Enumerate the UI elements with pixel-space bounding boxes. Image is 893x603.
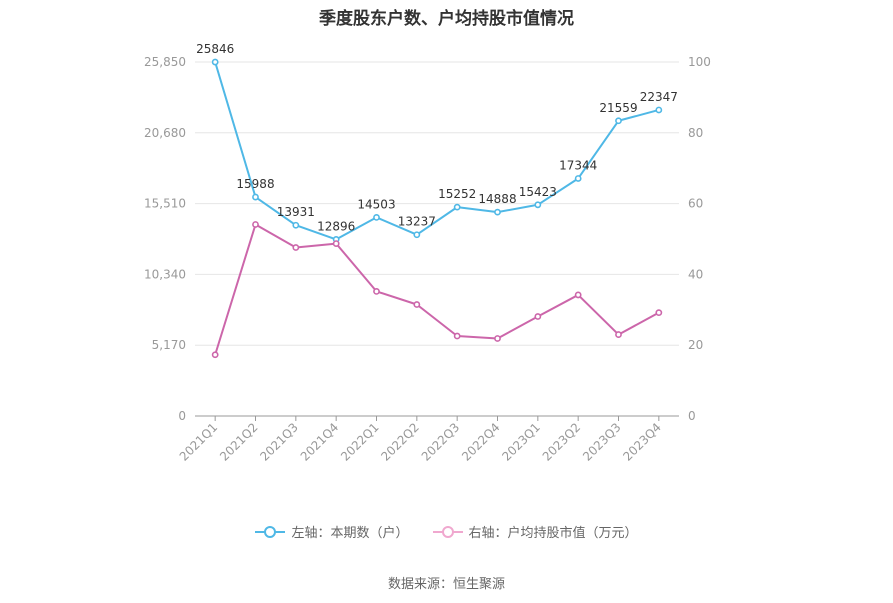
left-tick-label: 10,340 [144, 267, 186, 281]
data-point [574, 175, 582, 182]
data-label: 12896 [317, 219, 355, 233]
data-point [292, 244, 300, 251]
data-point [332, 240, 340, 248]
data-label: 13931 [277, 205, 315, 219]
data-point [373, 287, 380, 295]
series-lines [211, 58, 663, 359]
right-tick-label: 20 [688, 338, 703, 352]
legend: 左轴：本期数（户） 右轴：户均持股市值（万元） [0, 522, 893, 541]
legend-marker-households [255, 525, 286, 539]
series-line-1 [214, 223, 660, 356]
right-tick-label: 0 [688, 409, 696, 423]
data-point [292, 221, 300, 229]
data-point [211, 58, 219, 66]
right-tick-label: 60 [688, 197, 703, 211]
x-tick-label: 2021Q1 [177, 420, 221, 464]
x-tick-label: 2022Q3 [419, 420, 463, 464]
data-label: 15252 [438, 187, 476, 201]
x-tick-label: 2023Q1 [499, 420, 543, 464]
legend-marker-avg-value [432, 525, 463, 539]
x-tick-label: 2022Q1 [338, 420, 382, 464]
data-label: 13237 [398, 215, 436, 229]
data-label: 15423 [519, 185, 557, 199]
x-tick-label: 2021Q2 [217, 420, 261, 464]
data-point [534, 313, 542, 320]
legend-label-avg-value: 右轴：户均持股市值（万元） [468, 526, 638, 541]
left-tick-label: 0 [178, 409, 186, 423]
x-tick-label: 2023Q2 [540, 420, 584, 464]
data-point [494, 335, 501, 342]
right-tick-label: 80 [688, 126, 703, 140]
data-label: 22347 [640, 90, 678, 104]
data-point [252, 193, 259, 201]
data-point [615, 331, 622, 338]
x-tick-label: 2021Q3 [257, 420, 301, 464]
legend-label-households: 左轴：本期数（户） [291, 526, 409, 541]
left-tick-label: 15,510 [144, 197, 186, 211]
data-point [453, 332, 461, 340]
series-line-0 [214, 61, 660, 241]
data-point [252, 221, 259, 228]
data-point [615, 117, 622, 125]
data-point [211, 351, 219, 359]
data-label: 14888 [478, 192, 516, 206]
data-point [453, 203, 461, 211]
right-tick-label: 40 [688, 267, 703, 281]
data-point [574, 291, 582, 299]
data-point [655, 106, 663, 114]
data-point [655, 309, 663, 317]
data-source-note: 数据来源：恒生聚源 [387, 577, 505, 592]
legend-item-avg-value[interactable]: 右轴：户均持股市值（万元） [432, 522, 638, 541]
left-tick-label: 5,170 [152, 338, 186, 352]
right-tick-label: 100 [688, 55, 711, 69]
gridlines [195, 61, 679, 346]
data-point [373, 213, 380, 221]
left-tick-label: 20,680 [144, 126, 186, 140]
data-point [413, 231, 421, 239]
data-point [413, 301, 421, 308]
axes: 0 0 5,170 20 10,340 40 15,510 60 20,680 80 25,850 1… [144, 55, 711, 464]
data-label: 15988 [236, 177, 274, 191]
data-point [534, 201, 542, 209]
legend-item-households[interactable]: 左轴：本期数（户） [255, 522, 409, 541]
chart-title: 季度股东户数、户均持股市值情况 [319, 9, 574, 29]
data-label: 17344 [559, 158, 597, 172]
x-tick-label: 2022Q4 [459, 420, 503, 464]
x-tick-label: 2023Q4 [620, 420, 664, 464]
left-tick-label: 25,850 [144, 55, 186, 69]
data-label: 25846 [196, 42, 234, 56]
x-tick-label: 2022Q2 [378, 420, 422, 464]
data-point [494, 208, 501, 216]
data-label: 14503 [357, 197, 395, 211]
data-label: 21559 [599, 101, 637, 115]
x-tick-label: 2023Q3 [580, 420, 624, 464]
x-tick-label: 2021Q4 [298, 420, 342, 464]
